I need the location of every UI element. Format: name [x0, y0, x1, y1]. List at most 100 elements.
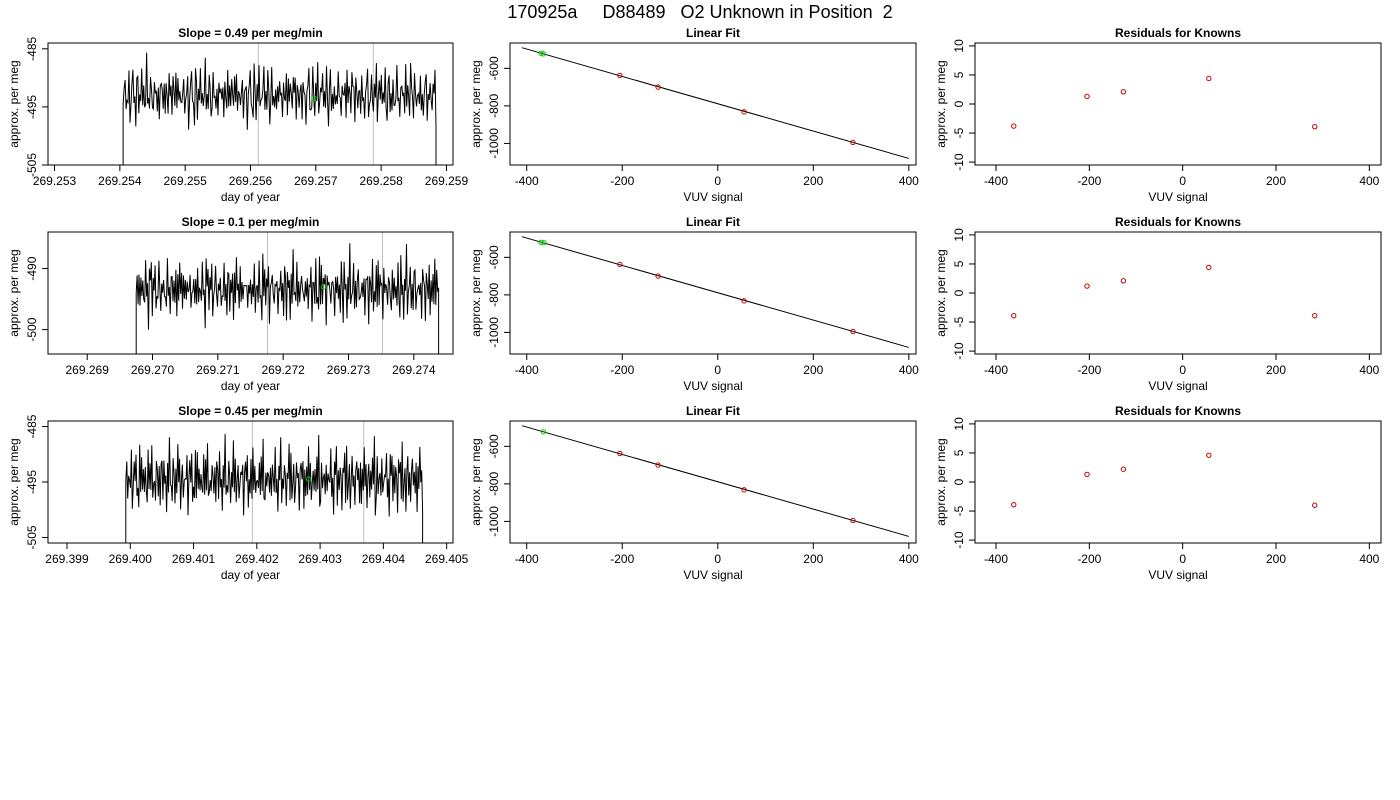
data-point [538, 239, 544, 246]
x-tick-label: 400 [899, 174, 919, 188]
fit-line [521, 425, 909, 537]
y-axis-label: approx. per meg [469, 249, 483, 336]
x-tick-label: 0 [714, 552, 721, 566]
x-tick-label: 400 [899, 552, 919, 566]
data-point [1312, 123, 1318, 130]
x-tick-label: 269.258 [359, 174, 403, 188]
plot-area [135, 232, 440, 354]
data-point [741, 487, 747, 493]
data-point [1084, 471, 1090, 478]
data-point [311, 95, 317, 101]
x-tick-label: 0 [1179, 363, 1186, 377]
data-point [1120, 89, 1127, 95]
plot-area [122, 43, 437, 165]
x-axis-label: VUV signal [1148, 379, 1207, 393]
x-tick-label: 269.271 [196, 363, 240, 377]
x-tick-label: -400 [984, 174, 1008, 188]
chart-title: Linear Fit [686, 404, 740, 418]
data-point [655, 462, 661, 468]
data-point [850, 328, 856, 335]
y-tick-label: -600 [487, 434, 501, 458]
data-point [1011, 123, 1017, 129]
y-axis-label: approx. per meg [7, 249, 21, 336]
fit-line [521, 236, 909, 348]
y-tick-label: 5 [952, 449, 966, 456]
data-point [1011, 501, 1017, 508]
y-tick-label: 10 [952, 417, 966, 431]
chart-title: Residuals for Knowns [1115, 404, 1241, 418]
data-point [1120, 466, 1127, 472]
data-point [540, 51, 547, 57]
x-tick-label: -200 [610, 552, 634, 566]
chart-panel-7: Slope = 0.45 per meg/min day of year appro… [7, 404, 469, 582]
y-tick-label: 5 [952, 71, 966, 78]
x-tick-label: -200 [610, 363, 634, 377]
plot-area [1011, 75, 1318, 130]
plot-frame [47, 231, 454, 355]
x-axis-label: day of year [221, 568, 280, 582]
x-tick-label: -200 [610, 174, 634, 188]
chart-title: Linear Fit [686, 26, 740, 40]
data-point [617, 450, 623, 457]
data-point [540, 429, 547, 435]
y-axis-label: approx. per meg [934, 249, 948, 336]
y-tick-label: 10 [952, 228, 966, 242]
y-tick-label: -1000 [487, 506, 501, 537]
chart-panel-5: Linear Fit VUV signal approx. per meg -400 -… [469, 215, 919, 393]
data-point [320, 284, 327, 290]
x-tick-label: 269.402 [235, 552, 279, 566]
x-tick-label: 269.255 [163, 174, 207, 188]
data-point [741, 298, 747, 304]
data-point [538, 50, 544, 57]
plot-frame [47, 42, 454, 166]
series-line [122, 52, 437, 165]
x-tick-label: 0 [714, 174, 721, 188]
y-tick-label: 5 [952, 260, 966, 267]
y-tick-label: -5 [952, 316, 966, 327]
x-tick-label: 269.269 [65, 363, 109, 377]
data-point [1206, 75, 1212, 82]
y-axis-label: approx. per meg [7, 438, 21, 525]
x-axis-label: VUV signal [1148, 190, 1207, 204]
series-line [135, 243, 440, 354]
chart-panel-9: Residuals for Knowns VUV signal approx. pe… [934, 404, 1382, 582]
plot-frame [509, 231, 917, 355]
x-axis-label: VUV signal [683, 568, 742, 582]
data-point [1206, 452, 1212, 458]
plot-frame [974, 420, 1382, 544]
data-point [617, 261, 623, 268]
y-tick-label: -5 [952, 505, 966, 516]
chart-panel-3: Residuals for Knowns VUV signal approx. pe… [934, 26, 1382, 204]
data-point [655, 84, 661, 90]
x-axis-label: VUV signal [1148, 568, 1207, 582]
x-tick-label: 269.272 [261, 363, 305, 377]
data-point [1084, 93, 1090, 100]
y-tick-label: -800 [487, 94, 501, 118]
x-tick-label: 200 [803, 363, 823, 377]
x-axis-label: day of year [221, 190, 280, 204]
x-tick-label: 400 [1359, 174, 1379, 188]
x-tick-label: 200 [803, 552, 823, 566]
y-tick-label: -495 [25, 95, 39, 119]
y-tick-label: 0 [952, 289, 966, 296]
x-tick-label: 200 [803, 174, 823, 188]
chart-panel-8: Linear Fit VUV signal approx. per meg -400 -… [469, 404, 919, 582]
x-tick-label: 200 [1266, 552, 1286, 566]
plot-area [1011, 452, 1318, 508]
y-tick-label: -505 [25, 153, 39, 177]
x-tick-label: 269.405 [425, 552, 469, 566]
chart-panel-6: Residuals for Knowns VUV signal approx. pe… [934, 215, 1382, 393]
x-tick-label: 269.404 [362, 552, 406, 566]
x-tick-label: 400 [1359, 552, 1379, 566]
x-tick-label: 269.401 [172, 552, 216, 566]
data-point [741, 109, 747, 115]
x-tick-label: 269.403 [298, 552, 342, 566]
chart-title: Slope = 0.49 per meg/min [178, 26, 322, 40]
data-point [541, 239, 547, 246]
chart-title: Slope = 0.1 per meg/min [182, 215, 320, 229]
plot-frame [974, 231, 1382, 355]
data-point [1206, 264, 1212, 271]
series-line [125, 433, 424, 543]
y-tick-label: -5 [952, 127, 966, 138]
chart-title: Residuals for Knowns [1115, 26, 1241, 40]
